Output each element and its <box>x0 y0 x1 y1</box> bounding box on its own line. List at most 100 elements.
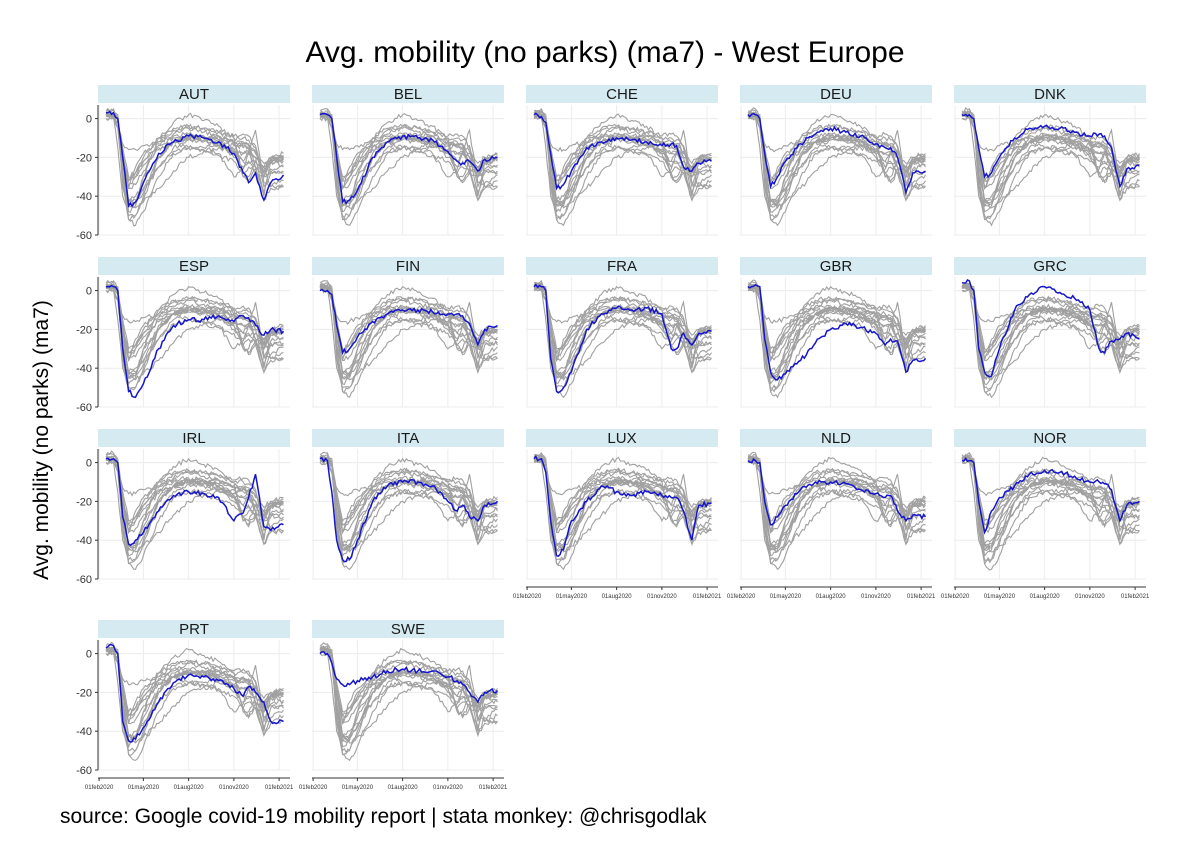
highlight-line-fra <box>533 283 712 394</box>
panel-strip <box>740 257 932 275</box>
series-line-swe <box>319 287 498 341</box>
highlight-line-irl <box>105 457 284 547</box>
series-line-nor <box>533 287 712 363</box>
y-tick-label: 0 <box>86 649 92 661</box>
highlight-line-dnk <box>961 113 1140 189</box>
panel-strip-label: ESP <box>179 258 209 275</box>
series-line-lux <box>105 111 284 213</box>
series-line-prt <box>105 280 284 380</box>
series-line-swe <box>533 460 712 513</box>
y-tick-label: -40 <box>76 191 92 203</box>
highlight-line-ita <box>319 456 499 563</box>
panel-strip <box>312 429 504 447</box>
panel-strip-label: BEL <box>394 86 422 103</box>
panel-strip <box>98 620 290 638</box>
facet-panels: AUT 0 -20 -40 -60 BEL CHE DEU DNK ESP 0 -20 -40 -60 FI… <box>76 85 1150 791</box>
series-line-nld <box>105 457 284 527</box>
panel-aut: AUT 0 -20 -40 -60 <box>76 85 290 242</box>
series-line-fin <box>319 461 498 526</box>
x-tick-label: 01may2020 <box>342 785 374 791</box>
series-line-irl <box>105 648 284 736</box>
y-tick-label: -60 <box>76 402 92 414</box>
series-line-esp <box>533 457 712 571</box>
x-tick-label: 01feb2020 <box>513 594 542 600</box>
panel-strip-label: CHE <box>606 86 638 103</box>
x-tick-label: 01aug2020 <box>388 785 419 791</box>
series-line-irl <box>319 647 498 737</box>
panel-che: CHE <box>526 85 718 236</box>
series-line-swe <box>961 460 1140 512</box>
y-tick-label: 0 <box>86 458 92 470</box>
panel-strip-label: PRT <box>179 621 209 638</box>
series-line-swe <box>747 116 926 169</box>
x-tick-label: 01aug2020 <box>816 594 847 600</box>
panel-strip-label: NOR <box>1033 430 1067 447</box>
x-tick-label: 01nov2020 <box>433 785 463 791</box>
panel-strip <box>526 429 718 447</box>
y-tick-label: -60 <box>76 574 92 586</box>
highlight-line-che <box>533 112 712 191</box>
series-line-gbr <box>961 282 1140 381</box>
panel-bel: BEL <box>312 85 504 236</box>
y-tick-label: -40 <box>76 726 92 738</box>
series-line-fin <box>533 459 712 526</box>
series-line-ita <box>533 457 712 561</box>
panel-strip <box>312 85 504 103</box>
x-tick-label: 01feb2020 <box>727 594 756 600</box>
x-tick-label: 01aug2020 <box>174 785 205 791</box>
panel-strip <box>740 85 932 103</box>
series-line-ita <box>961 457 1140 562</box>
series-line-gbr <box>533 111 712 209</box>
x-tick-label: 01feb2021 <box>1121 594 1150 600</box>
y-tick-label: -20 <box>76 152 92 164</box>
series-line-nor <box>747 459 926 535</box>
series-line-nor <box>533 458 712 533</box>
x-tick-label: 01feb2020 <box>299 785 328 791</box>
series-line-prt <box>105 452 284 552</box>
panel-ita: ITA <box>312 429 504 580</box>
y-tick-label: -40 <box>76 363 92 375</box>
highlight-line-nor <box>961 457 1140 535</box>
x-tick-label: 01may2020 <box>770 594 802 600</box>
series-line-nor <box>747 115 926 189</box>
series-line-nor <box>319 287 498 361</box>
y-tick-label: -60 <box>76 765 92 777</box>
series-line-nor <box>961 285 1140 361</box>
panel-strip-label: SWE <box>391 621 425 638</box>
series-line-grc <box>961 452 1140 549</box>
series-line-nor <box>105 458 284 535</box>
panel-prt: PRT 0 -20 -40 -60 01feb2020 01may2020 01aug2020… <box>76 620 294 791</box>
highlight-line-swe <box>319 651 499 704</box>
panel-strip-label: AUT <box>179 86 209 103</box>
series-line-lux <box>319 646 498 748</box>
series-line-nld <box>105 286 284 354</box>
series-line-nor <box>319 115 498 191</box>
highlight-line-nld <box>747 457 927 526</box>
panel-strip-label: GBR <box>820 258 853 275</box>
series-line-swe <box>533 116 712 168</box>
series-line-nld <box>961 458 1140 526</box>
series-line-esp <box>319 455 498 570</box>
series-line-prt <box>747 454 926 551</box>
series-line-swe <box>105 289 284 340</box>
panel-strip <box>526 257 718 275</box>
highlight-line-gbr <box>747 283 927 381</box>
series-line-grc <box>533 279 712 378</box>
series-line-nld <box>105 649 284 717</box>
panel-dnk: DNK <box>954 85 1146 236</box>
series-line-fra <box>533 457 712 566</box>
x-tick-label: 01feb2021 <box>479 785 508 791</box>
panel-strip-label: ITA <box>397 430 419 447</box>
series-line-esp <box>105 646 284 761</box>
series-line-nor <box>105 649 284 724</box>
series-line-esp <box>961 114 1140 227</box>
series-line-swe <box>319 459 498 512</box>
series-line-swe <box>747 287 926 340</box>
highlight-line-aut <box>106 110 285 209</box>
series-line-prt <box>319 454 498 551</box>
series-line-nor <box>319 457 498 535</box>
x-tick-label: 01nov2020 <box>861 594 891 600</box>
series-line-irl <box>319 284 498 373</box>
series-line-irl <box>747 285 926 374</box>
